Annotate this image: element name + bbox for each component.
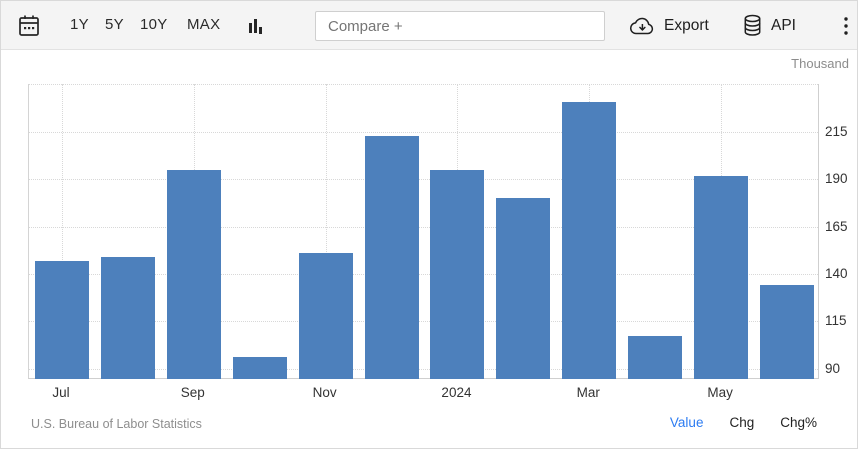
gridline-horizontal bbox=[29, 321, 818, 323]
chart-bar-feb[interactable] bbox=[496, 198, 551, 379]
x-axis-tick-label: Jul bbox=[52, 385, 70, 400]
range-button-max[interactable]: MAX bbox=[187, 16, 221, 33]
x-axis-tick-label: Nov bbox=[312, 385, 337, 400]
chart-bar-sep[interactable] bbox=[166, 170, 221, 379]
range-button-10y[interactable]: 10Y bbox=[140, 16, 168, 33]
y-axis-tick-label: 115 bbox=[825, 313, 847, 329]
database-icon bbox=[742, 14, 763, 37]
export-label: Export bbox=[664, 16, 709, 34]
x-axis-tick-label: 2024 bbox=[441, 385, 472, 400]
cloud-download-icon bbox=[629, 16, 656, 36]
mode-value[interactable]: Value bbox=[669, 415, 704, 430]
gridline-horizontal bbox=[29, 274, 818, 276]
export-button[interactable]: Export bbox=[629, 1, 709, 50]
y-axis-tick-label: 165 bbox=[825, 218, 848, 234]
chart-type-button[interactable] bbox=[246, 18, 264, 35]
api-button[interactable]: API bbox=[742, 1, 796, 50]
compare-input[interactable] bbox=[315, 11, 605, 41]
gridline-horizontal bbox=[29, 226, 818, 228]
x-axis-tick-label: May bbox=[707, 385, 733, 400]
date-range-picker-button[interactable] bbox=[17, 13, 41, 39]
gridline-vertical bbox=[61, 84, 63, 378]
range-button-1y[interactable]: 1Y bbox=[70, 16, 89, 33]
y-axis-tick-label: 90 bbox=[825, 360, 841, 376]
more-options-button[interactable] bbox=[839, 15, 853, 37]
chart-bar-jul[interactable] bbox=[34, 260, 89, 379]
y-axis-unit-label: Thousand bbox=[791, 56, 849, 71]
gridline-horizontal bbox=[29, 179, 818, 181]
chart-bar-mar[interactable] bbox=[562, 101, 617, 379]
x-axis-tick-label: Mar bbox=[576, 385, 600, 400]
chart-bar-apr[interactable] bbox=[628, 336, 683, 379]
source-attribution: U.S. Bureau of Labor Statistics bbox=[31, 417, 202, 431]
display-mode-switcher: Value Chg Chg% bbox=[670, 415, 817, 430]
chart-bar-jan[interactable] bbox=[430, 170, 485, 379]
plot-area bbox=[28, 84, 819, 379]
chart-bar-may[interactable] bbox=[694, 175, 749, 379]
gridline-vertical bbox=[325, 84, 327, 378]
chart-bar-dec[interactable] bbox=[364, 136, 419, 379]
chart-bar-aug[interactable] bbox=[100, 257, 155, 379]
y-axis-tick-label: 215 bbox=[825, 124, 848, 140]
calendar-icon bbox=[17, 13, 41, 39]
chart-bar-jun[interactable] bbox=[760, 285, 815, 379]
x-axis-tick-label: Sep bbox=[180, 385, 205, 400]
bar-chart-icon bbox=[246, 18, 264, 35]
gridline-horizontal bbox=[29, 84, 818, 85]
toolbar: 1Y 5Y 10Y MAX Export bbox=[1, 1, 857, 50]
chart-bar-nov[interactable] bbox=[298, 253, 353, 379]
api-label: API bbox=[771, 16, 796, 34]
mode-chg-pct[interactable]: Chg% bbox=[780, 415, 817, 430]
y-axis-tick-label: 190 bbox=[825, 171, 848, 187]
range-button-5y[interactable]: 5Y bbox=[105, 16, 124, 33]
gridline-horizontal bbox=[29, 132, 818, 134]
y-axis-tick-label: 140 bbox=[825, 266, 848, 282]
chart-bar-oct[interactable] bbox=[232, 357, 287, 379]
kebab-menu-icon bbox=[839, 15, 853, 37]
mode-chg[interactable]: Chg bbox=[729, 415, 755, 430]
chart-area: Thousand 90 115 140 165 190 215 Jul Sep Nov 2024… bbox=[1, 51, 857, 448]
gridline-horizontal bbox=[29, 368, 818, 370]
